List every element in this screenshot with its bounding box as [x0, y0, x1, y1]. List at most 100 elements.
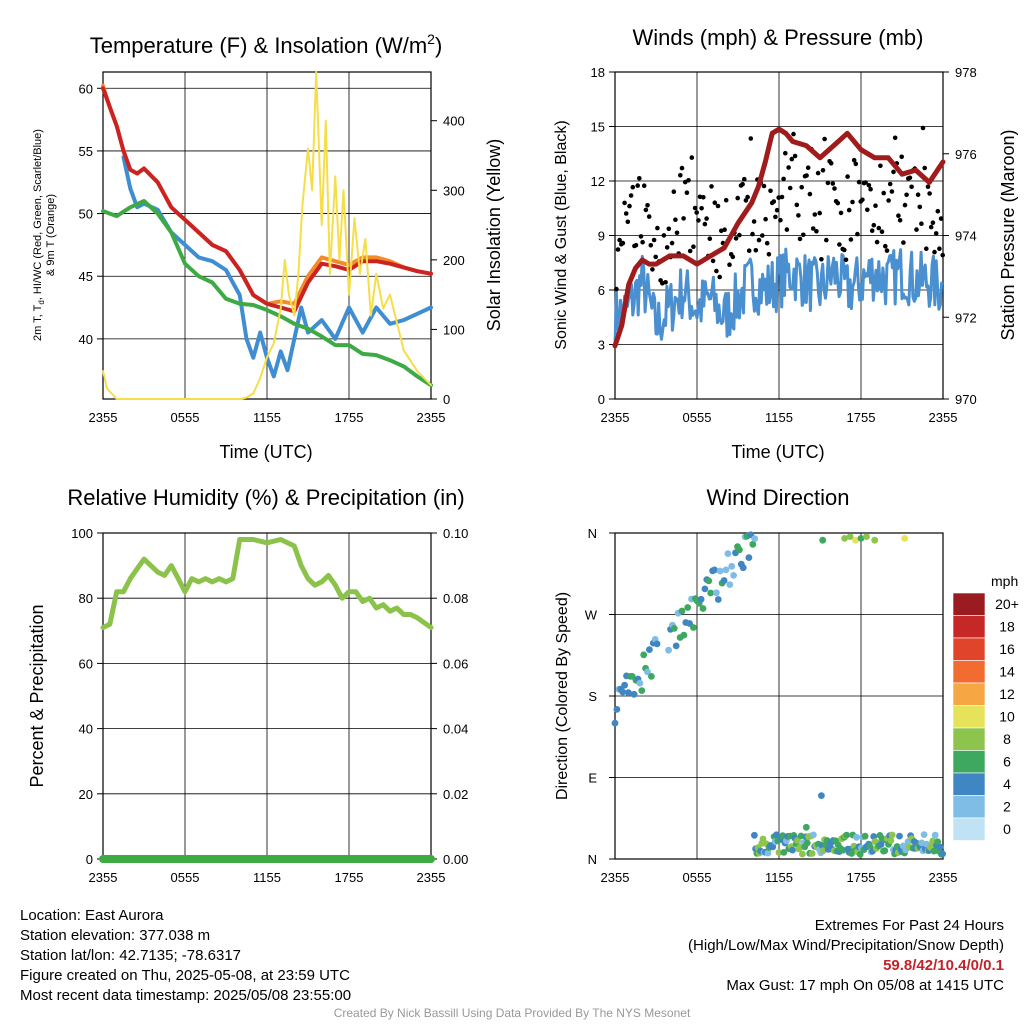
humidity-x-tick-label: 1155 — [253, 870, 281, 885]
winds-y2-tick-label: 972 — [955, 310, 977, 325]
direction-point — [939, 850, 946, 858]
gust-point — [886, 198, 891, 203]
legend-unit: mph — [991, 573, 1019, 589]
direction-point — [726, 581, 734, 588]
direction-point — [871, 536, 879, 544]
gust-point — [920, 125, 926, 131]
winds-x-tick-label: 1155 — [765, 410, 793, 425]
gust-point — [820, 168, 826, 173]
temperature-x-label: Time (UTC) — [219, 442, 312, 462]
gust-point — [679, 165, 685, 171]
gust-point — [928, 224, 934, 230]
gust-point — [630, 184, 636, 190]
humidity-y-tick-label: 40 — [79, 722, 93, 737]
temp-2m-line — [101, 86, 433, 314]
gust-point — [855, 231, 860, 237]
winds-y-tick-label: 3 — [598, 338, 605, 353]
humidity-y2-tick-label: 0.04 — [443, 722, 468, 737]
gust-point — [737, 232, 742, 238]
direction-point — [678, 607, 686, 615]
direction-point — [646, 646, 653, 653]
direction-point — [713, 589, 720, 597]
direction-point — [714, 596, 722, 603]
gust-point — [773, 214, 778, 220]
gust-point — [804, 173, 809, 178]
humidity-x-tick-label: 0555 — [171, 870, 200, 885]
winds-y-tick-label: 15 — [591, 120, 605, 135]
station-elevation: Station elevation: 377.038 m — [20, 927, 211, 944]
legend-label: 0 — [1003, 821, 1011, 837]
gust-point — [899, 154, 904, 160]
direction-point — [808, 850, 816, 857]
gust-point — [909, 184, 914, 190]
gust-point — [661, 233, 667, 238]
direction-point — [870, 833, 878, 840]
gust-point — [797, 236, 803, 242]
humidity-y2-tick-label: 0.00 — [443, 852, 468, 867]
wind-direction-panel-title: Wind Direction — [706, 485, 849, 510]
humidity-y-tick-label: 80 — [79, 591, 93, 606]
gust-point — [742, 176, 747, 182]
direction-point — [881, 847, 889, 855]
gust-point — [843, 257, 849, 263]
gust-point — [792, 153, 798, 159]
gust-point — [691, 244, 696, 249]
extremes-subtitle: (High/Low/Max Wind/Precipitation/Snow De… — [688, 937, 1004, 954]
direction-y-tick-label: S — [588, 689, 597, 704]
direction-point — [846, 533, 854, 540]
gust-point — [653, 254, 658, 260]
gust-point — [648, 243, 654, 248]
gust-point — [805, 165, 811, 170]
direction-point — [699, 605, 707, 612]
direction-point — [749, 540, 757, 548]
gust-point — [825, 180, 831, 186]
gust-point — [701, 195, 706, 200]
direction-y-tick-label: N — [588, 852, 597, 867]
temperature-y-label-left-2: & 9m T (Orange) — [45, 194, 57, 276]
temperature-y2-tick-label: 200 — [443, 253, 465, 268]
humidity-x-tick-label: 1755 — [335, 870, 364, 885]
humidity-y-tick-label: 60 — [79, 656, 93, 671]
temperature-x-tick-label: 2355 — [89, 410, 118, 425]
gust-point — [614, 286, 619, 292]
direction-point — [818, 792, 825, 799]
direction-point — [630, 690, 638, 698]
gust-point — [635, 183, 640, 188]
gust-point — [638, 234, 644, 239]
gust-point — [627, 203, 632, 209]
direction-y-tick-label: N — [588, 526, 597, 541]
direction-point — [773, 831, 780, 839]
direction-point — [797, 832, 805, 840]
humidity-y-tick-label: 100 — [71, 526, 93, 541]
direction-point — [887, 837, 895, 844]
gust-point — [902, 202, 908, 208]
gust-point — [930, 220, 936, 225]
legend-swatch — [952, 637, 986, 661]
gust-point — [696, 218, 701, 223]
gust-point — [879, 229, 885, 234]
legend-swatch — [952, 750, 986, 774]
gust-point — [712, 200, 718, 205]
direction-point — [759, 835, 767, 843]
gust-point — [868, 186, 873, 192]
gust-point — [710, 258, 716, 264]
gust-point — [745, 194, 750, 200]
winds-y-label-right: Station Pressure (Maroon) — [998, 129, 1018, 340]
gust-point — [801, 232, 806, 238]
direction-point — [716, 567, 724, 575]
direction-point — [720, 577, 728, 584]
gust-point — [637, 176, 642, 181]
pressure-line — [612, 126, 946, 349]
gust-point — [646, 214, 652, 219]
speed-color-legend: 20+ 18 16 14 12 10 8 6 4 2 0 — [952, 592, 1019, 841]
gust-point — [817, 210, 822, 216]
gust-point — [689, 155, 695, 160]
direction-point — [888, 831, 896, 839]
direction-point — [684, 604, 692, 611]
direction-point — [751, 535, 759, 542]
gust-point — [937, 246, 942, 251]
temperature-panel-title: Temperature (F) & Insolation (W/m2) — [90, 31, 443, 58]
gust-point — [907, 175, 913, 181]
winds-y-tick-label: 0 — [598, 392, 605, 407]
temperature-y-label-right: Solar Insolation (Yellow) — [484, 139, 504, 331]
